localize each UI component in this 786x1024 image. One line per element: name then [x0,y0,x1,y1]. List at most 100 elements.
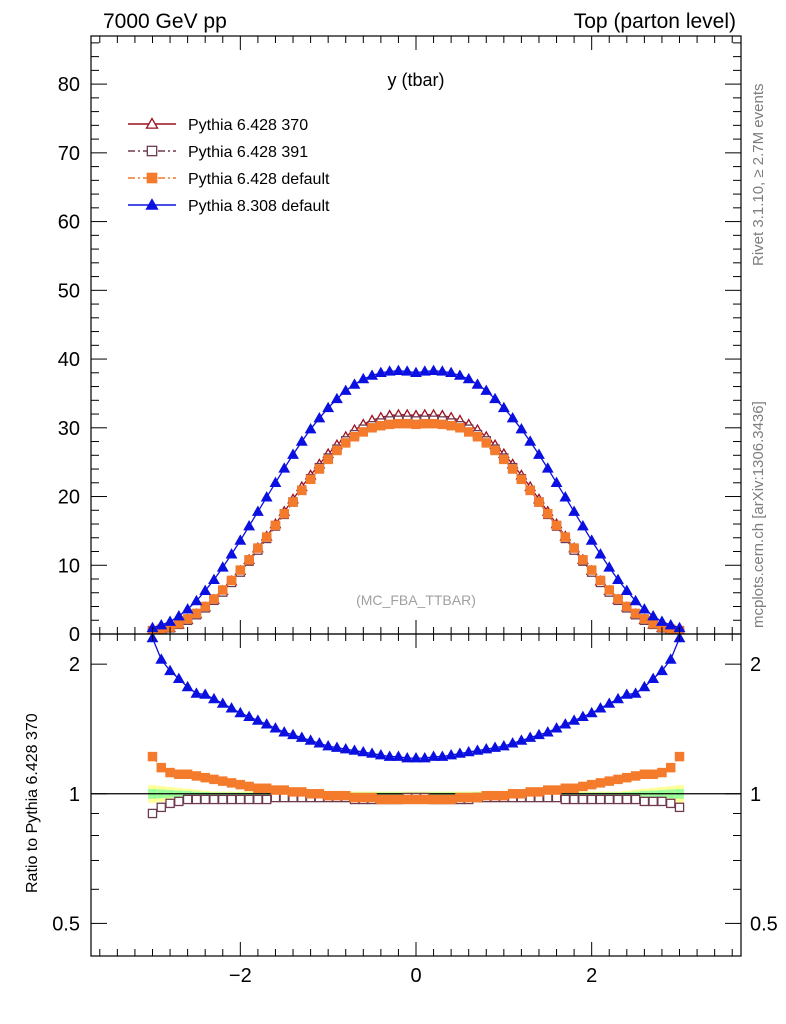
ratio-y-tick-label-right: 2 [750,654,761,676]
data-point-marker [384,794,395,805]
data-point-marker [218,776,228,786]
data-point-marker [235,565,246,575]
data-point-marker [251,505,264,516]
data-point-marker [524,731,537,742]
data-point-marker [595,778,606,788]
data-point-marker [401,752,414,763]
data-point-marker [243,710,256,721]
data-point-marker [297,485,307,496]
data-point-marker [648,769,658,779]
data-point-marker [543,785,553,795]
data-point-marker [418,752,431,763]
data-point-marker [225,702,238,713]
x-tick-label: −2 [229,965,252,987]
data-point-marker [427,750,440,761]
data-point-marker [560,794,571,805]
data-point-marker [410,752,422,763]
data-point-marker [507,789,518,799]
data-point-marker [629,594,642,606]
data-point-marker [578,794,588,805]
data-point-marker [480,742,493,754]
data-point-marker [515,423,528,434]
y-tick-label: 30 [58,418,80,440]
data-point-marker [147,808,158,819]
data-point-marker [348,378,361,389]
data-point-marker [295,731,308,742]
data-point-marker [374,748,387,760]
data-point-marker [208,692,220,704]
data-point-marker [146,145,158,157]
data-point-marker [648,796,658,807]
data-point-marker [445,748,458,760]
data-point-marker [604,585,614,595]
header-right-title: Top (parton level) [574,10,736,33]
data-point-marker [665,798,676,809]
data-point-marker [576,710,589,721]
legend-entry-label: Pythia 6.428 370 [188,117,308,134]
data-point-marker [174,769,184,779]
data-point-marker [181,680,194,692]
data-point-marker [164,664,176,676]
data-point-marker [190,594,203,606]
data-point-marker [499,454,509,465]
data-point-marker [428,794,439,805]
data-point-marker [156,802,167,813]
data-point-marker [462,372,475,384]
data-point-marker [594,548,607,559]
data-point-marker [313,737,326,748]
data-point-marker [462,745,475,757]
data-point-marker [270,520,281,531]
data-point-marker [665,762,676,773]
data-point-marker [427,364,440,375]
x-tick-label: 2 [586,965,597,987]
data-point-marker [393,418,404,429]
data-point-marker [199,584,212,595]
data-point-marker [594,702,607,713]
y-tick-label: 60 [58,212,80,234]
data-point-marker [586,794,597,805]
data-point-marker [629,687,642,698]
data-point-marker [560,783,571,793]
data-point-marker [657,796,667,807]
data-point-marker [305,474,316,485]
data-point-marker [639,614,650,624]
data-point-marker [674,751,685,762]
data-point-marker [367,792,377,803]
legend-entry-label: Pythia 8.308 default [188,198,330,215]
data-point-marker [506,412,519,423]
data-point-marker [436,365,449,376]
data-point-marker [314,789,325,799]
data-point-marker [541,462,554,473]
data-point-marker [172,672,185,683]
data-point-marker [656,664,668,676]
data-point-marker [208,573,220,584]
y-tick-label: 80 [58,74,80,96]
ratio-y-tick-label-right: 0.5 [750,913,778,935]
data-point-marker [323,454,333,465]
data-point-marker [586,565,597,575]
data-point-marker [339,384,352,395]
data-point-marker [612,573,624,584]
data-point-marker [622,794,632,805]
data-point-marker [190,687,203,698]
data-point-marker [297,787,307,797]
data-point-marker [332,445,342,456]
data-point-marker [392,750,405,761]
data-point-marker [516,474,527,485]
data-point-marker [358,427,369,437]
data-point-marker [349,792,360,803]
data-point-marker [647,672,660,683]
data-point-marker [234,534,247,545]
data-point-marker [145,117,159,129]
data-point-marker [164,615,176,626]
data-point-marker [612,692,624,704]
data-point-marker [234,706,247,718]
data-point-marker [560,532,571,542]
data-point-marker [313,412,326,423]
data-point-marker [181,603,194,614]
data-point-marker [182,614,193,624]
data-point-marker [453,747,466,758]
data-point-marker [314,464,325,474]
data-point-marker [304,734,317,745]
